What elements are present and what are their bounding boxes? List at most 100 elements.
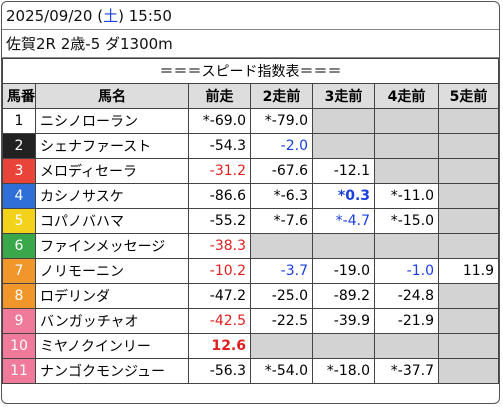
speed-index: -10.2: [188, 258, 251, 284]
date: 2025/09/20: [6, 7, 93, 25]
horse-name: ロデリンダ: [35, 283, 189, 309]
horse-row: 7 ノリモーニン -10.2 -3.7 -19.0 -1.0 11.9: [2, 258, 499, 284]
horse-name: ミヤノクインリー: [35, 333, 189, 359]
horse-number: 3: [2, 158, 36, 184]
speed-index: -12.1: [312, 158, 375, 184]
horse-number: 6: [2, 233, 36, 259]
table-title: ＝＝＝スピード指数表＝＝＝: [2, 58, 499, 84]
speed-index: -86.6: [188, 183, 251, 209]
horse-row: 3 メロディセーラ -31.2 -67.6 -12.1: [2, 158, 499, 184]
horse-number: 1: [2, 108, 36, 134]
speed-index: *-79.0: [250, 108, 313, 134]
column-header: 前走: [188, 83, 251, 109]
empty-cell: [438, 208, 499, 234]
speed-index: -19.0: [312, 258, 375, 284]
date-line: 2025/09/20 (土) 15:50: [2, 2, 499, 30]
speed-index: *-6.3: [250, 183, 313, 209]
speed-index: -38.3: [188, 233, 251, 259]
speed-index: -67.6: [250, 158, 313, 184]
horse-number: 9: [2, 308, 36, 334]
time: 15:50: [128, 7, 172, 25]
speed-index: -24.8: [374, 283, 439, 309]
horse-row: 8 ロデリンダ -47.2 -25.0 -89.2 -24.8: [2, 283, 499, 309]
empty-cell: [312, 233, 375, 259]
horse-row: 2 シェナファースト -54.3 -2.0: [2, 133, 499, 159]
empty-cell: [374, 158, 439, 184]
horse-number: 10: [2, 333, 36, 359]
horse-row: 1 ニシノローラン *-69.0 *-79.0: [2, 108, 499, 134]
empty-cell: [438, 233, 499, 259]
horse-name: メロディセーラ: [35, 158, 189, 184]
speed-index: *-7.6: [250, 208, 313, 234]
speed-index: -3.7: [250, 258, 313, 284]
header-row: 馬番 馬名 前走 2走前 3走前 4走前 5走前: [2, 83, 499, 109]
horse-name: ニシノローラン: [35, 108, 189, 134]
horse-name: ノリモーニン: [35, 258, 189, 284]
horse-number: 8: [2, 283, 36, 309]
column-header: 馬名: [35, 83, 189, 109]
horse-row: 11 ナンゴクモンジュー -56.3 *-54.0 *-18.0 *-37.7: [2, 358, 499, 384]
horse-row: 6 ファインメッセージ -38.3: [2, 233, 499, 259]
speed-table: ＝＝＝スピード指数表＝＝＝ 馬番 馬名 前走 2走前 3走前 4走前 5走前 1 ニシノローラン…: [2, 58, 499, 384]
empty-cell: [374, 333, 439, 359]
empty-cell: [438, 283, 499, 309]
column-header: 5走前: [438, 83, 499, 109]
column-header: 3走前: [312, 83, 375, 109]
race-line: 佐賀2R 2歳-5 ダ1300m: [2, 30, 499, 58]
column-header: 2走前: [250, 83, 313, 109]
speed-index: *-69.0: [188, 108, 251, 134]
speed-index: -1.0: [374, 258, 439, 284]
horse-number: 11: [2, 358, 36, 384]
horse-name: カシノサスケ: [35, 183, 189, 209]
speed-index: -31.2: [188, 158, 251, 184]
speed-index: -21.9: [374, 308, 439, 334]
horse-number: 4: [2, 183, 36, 209]
speed-index: *-15.0: [374, 208, 439, 234]
speed-index: 11.9: [438, 258, 499, 284]
empty-cell: [438, 308, 499, 334]
speed-index: -22.5: [250, 308, 313, 334]
speed-index: *-18.0: [312, 358, 375, 384]
empty-cell: [312, 108, 375, 134]
column-header: 4走前: [374, 83, 439, 109]
speed-index: -25.0: [250, 283, 313, 309]
horse-number: 5: [2, 208, 36, 234]
horse-name: コパノバハマ: [35, 208, 189, 234]
speed-index: 12.6: [188, 333, 251, 359]
horse-name: バンガッチャオ: [35, 308, 189, 334]
horse-row: 5 コパノバハマ -55.2 *-7.6 *-4.7 *-15.0: [2, 208, 499, 234]
speed-index: -39.9: [312, 308, 375, 334]
empty-cell: [438, 333, 499, 359]
empty-cell: [250, 233, 313, 259]
speed-index: -54.3: [188, 133, 251, 159]
speed-index: -42.5: [188, 308, 251, 334]
horse-name: シェナファースト: [35, 133, 189, 159]
column-header: 馬番: [2, 83, 36, 109]
empty-cell: [438, 358, 499, 384]
speed-index: -55.2: [188, 208, 251, 234]
empty-cell: [438, 183, 499, 209]
horse-number: 7: [2, 258, 36, 284]
speed-index: -47.2: [188, 283, 251, 309]
empty-cell: [438, 133, 499, 159]
speed-index: *0.3: [312, 183, 375, 209]
speed-index: -2.0: [250, 133, 313, 159]
empty-cell: [374, 233, 439, 259]
empty-cell: [374, 108, 439, 134]
horse-number: 2: [2, 133, 36, 159]
speed-index: *-11.0: [374, 183, 439, 209]
horse-row: 10 ミヤノクインリー 12.6: [2, 333, 499, 359]
speed-index: -56.3: [188, 358, 251, 384]
horse-name: ナンゴクモンジュー: [35, 358, 189, 384]
empty-cell: [438, 108, 499, 134]
empty-cell: [374, 133, 439, 159]
weekday: 土: [103, 7, 119, 25]
horse-name: ファインメッセージ: [35, 233, 189, 259]
empty-cell: [312, 133, 375, 159]
speed-index: *-54.0: [250, 358, 313, 384]
empty-cell: [438, 158, 499, 184]
empty-cell: [312, 333, 375, 359]
horse-row: 4 カシノサスケ -86.6 *-6.3 *0.3 *-11.0: [2, 183, 499, 209]
